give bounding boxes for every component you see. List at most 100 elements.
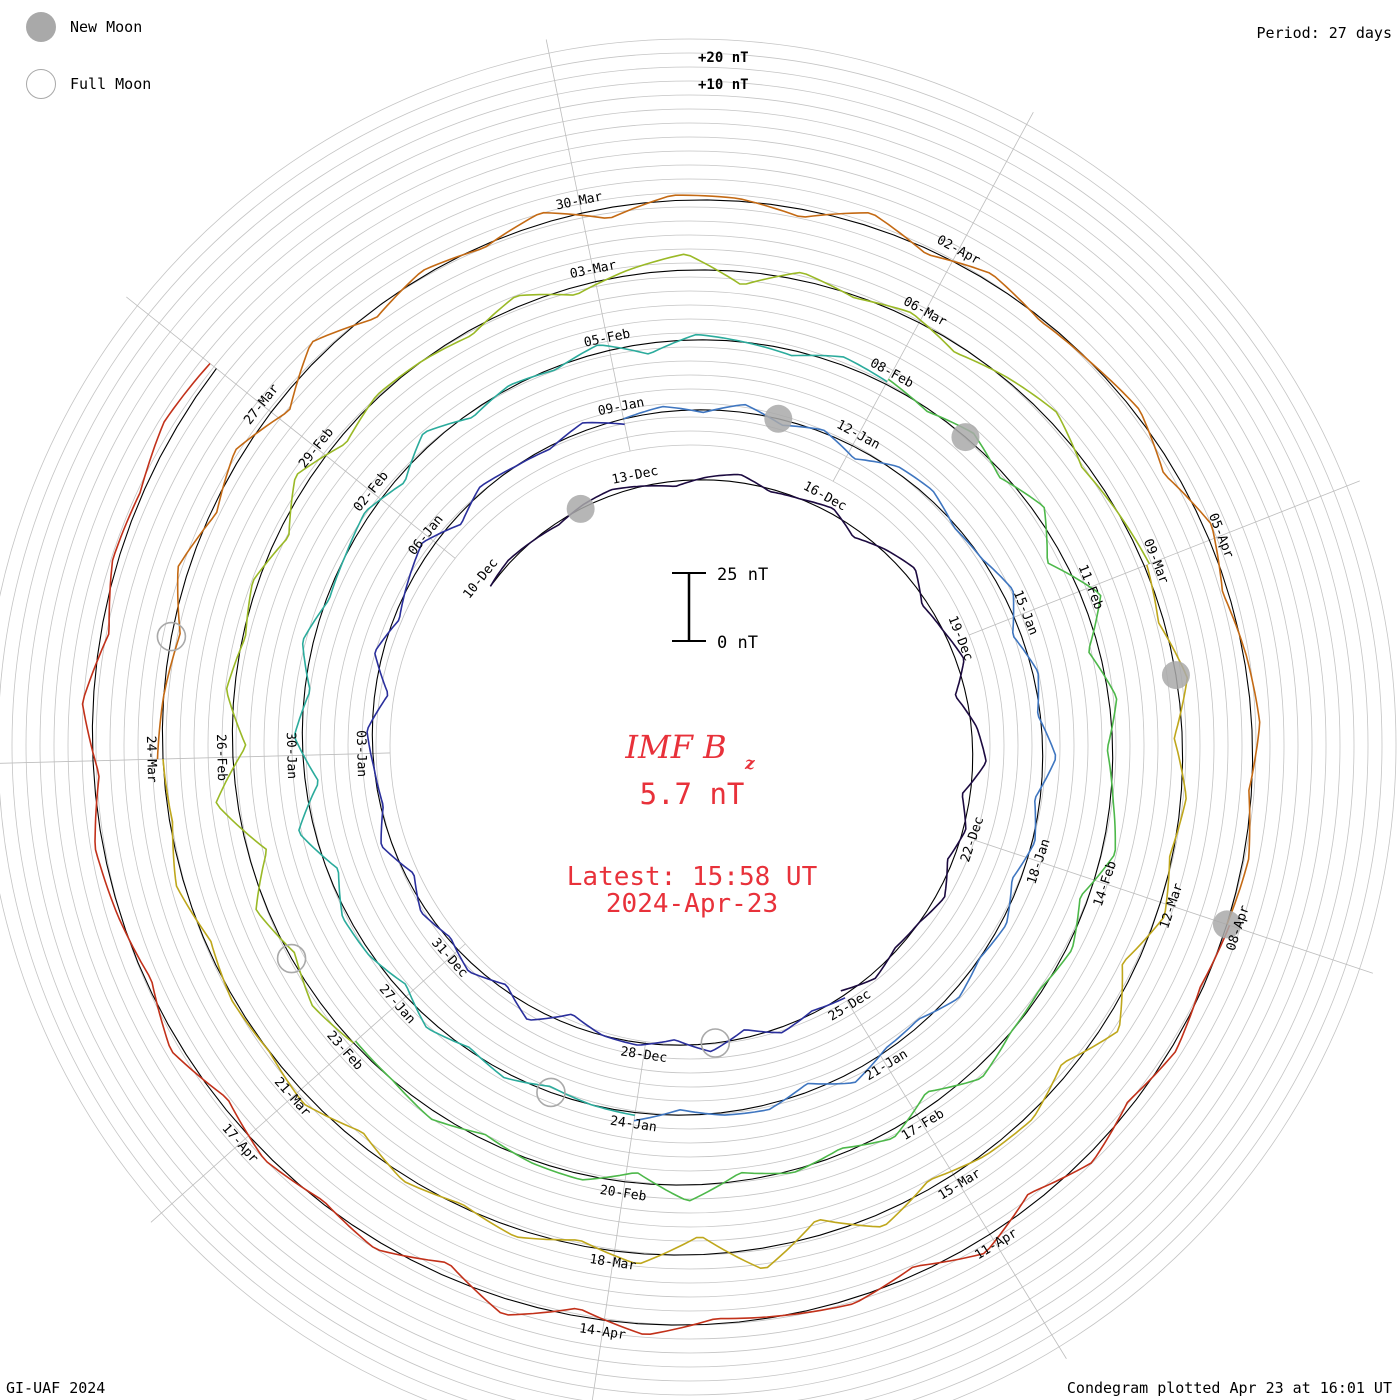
grid-ring: [25, 80, 1355, 1400]
center-readout: IMF B z 5.7 nT Latest: 15:58 UT 2024-Apr…: [567, 728, 818, 919]
date-label: 26-Feb: [213, 734, 229, 782]
grid-spoke: [832, 111, 1034, 482]
legend-full-moon: Full Moon: [26, 69, 151, 99]
current-value: 5.7 nT: [640, 777, 745, 811]
date-label: 12-Mar: [1157, 881, 1186, 930]
grid-ring: [375, 430, 1005, 1060]
grid-ring: [221, 276, 1159, 1214]
date-label: 03-Jan: [353, 730, 369, 777]
parameter-subscript: z: [744, 754, 755, 774]
date-label: 14-Apr: [578, 1321, 627, 1343]
grid-ring: [165, 220, 1215, 1270]
grid-ring: [305, 360, 1075, 1130]
grid-ring: [347, 402, 1033, 1088]
grid-ring: [11, 66, 1369, 1400]
full-moon-marker: [156, 621, 187, 652]
grid-ring: [0, 38, 1397, 1400]
grid-ring: [39, 94, 1341, 1396]
grid-ring: [263, 318, 1117, 1172]
full-moon-icon: [26, 69, 56, 99]
ring-label-plus10: +10 nT: [698, 77, 749, 93]
grid-spoke: [968, 480, 1360, 636]
date-label: 28-Dec: [619, 1044, 668, 1066]
scale-bottom-label: 0 nT: [717, 633, 758, 653]
scale-bar: 25 nT 0 nT: [672, 565, 768, 653]
grid-ring: [0, 52, 1383, 1400]
credit-label: GI-UAF 2024: [6, 1379, 106, 1397]
period-label: Period: 27 days: [1256, 24, 1392, 42]
full-moon-marker: [276, 943, 307, 974]
grid-spoke: [846, 1000, 1067, 1359]
grid-ring: [81, 136, 1299, 1354]
series-line-1: [489, 473, 987, 992]
grid-spoke: [126, 296, 456, 559]
grid-spokes: [0, 39, 1374, 1400]
date-label: 02-Feb: [351, 469, 392, 515]
date-label: 24-Mar: [143, 736, 159, 784]
date-label: 18-Jan: [1025, 837, 1054, 886]
series-line-6: [215, 253, 1151, 1044]
grid-ring: [207, 262, 1173, 1228]
latest-time: Latest: 15:58 UT: [567, 862, 818, 892]
full-moon-marker: [536, 1077, 566, 1108]
new-moon-marker: [1161, 661, 1190, 690]
date-label: 22-Dec: [958, 815, 987, 864]
date-label: 06-Jan: [406, 512, 447, 558]
series-line-7: [162, 564, 1189, 1269]
series-line-5: [354, 378, 1118, 1202]
legend-full-moon-label: Full Moon: [70, 75, 152, 93]
new-moon-marker: [1212, 910, 1241, 939]
date-label: 20-Feb: [599, 1183, 648, 1205]
grid-ring: [67, 122, 1313, 1368]
grid-ring: [291, 346, 1089, 1144]
series-line-8: [156, 194, 1261, 925]
new-moon-marker: [566, 494, 595, 523]
scale-top-label: 25 nT: [717, 565, 768, 585]
grid-rings: [0, 38, 1397, 1400]
grid-ring: [333, 388, 1047, 1102]
grid-spoke: [974, 839, 1374, 974]
grid-spoke: [150, 943, 466, 1223]
zero-baselines: [91, 199, 1254, 1326]
date-label: 18-Mar: [588, 1252, 637, 1274]
series-line-4: [294, 333, 888, 1117]
ring-label-plus20: +20 nT: [698, 50, 749, 66]
moon-markers: [156, 404, 1241, 1108]
zero-baseline: [91, 199, 1254, 1326]
series-line-3: [623, 403, 1057, 1122]
date-label: 30-Jan: [283, 732, 299, 779]
date-label: 25-Dec: [826, 987, 874, 1024]
new-moon-icon: [26, 12, 56, 42]
date-label: 05-Apr: [1205, 511, 1236, 560]
grid-ring: [123, 178, 1257, 1312]
latest-date: 2024-Apr-23: [606, 889, 778, 919]
date-label: 24-Jan: [609, 1114, 658, 1136]
date-label: 14-Feb: [1091, 859, 1120, 908]
grid-ring: [137, 192, 1243, 1298]
legend-new-moon-label: New Moon: [70, 18, 143, 36]
parameter-title: IMF B: [624, 728, 726, 766]
grid-ring: [151, 206, 1229, 1284]
series-line-9: [81, 362, 1231, 1335]
data-series: [81, 194, 1261, 1335]
grid-ring: [95, 150, 1285, 1340]
grid-spoke: [545, 39, 631, 452]
date-label: 16-Dec: [800, 479, 848, 515]
date-label: 27-Mar: [241, 381, 282, 427]
series-line-2: [366, 421, 846, 1053]
grid-ring: [235, 290, 1145, 1200]
legend-new-moon: New Moon: [26, 12, 142, 42]
new-moon-marker: [951, 423, 980, 452]
date-label: 09-Mar: [1140, 537, 1171, 586]
new-moon-marker: [764, 404, 793, 433]
full-moon-marker: [700, 1028, 731, 1058]
date-label: 11-Feb: [1075, 563, 1106, 612]
date-label: 29-Feb: [296, 425, 337, 471]
grid-spoke: [0, 752, 391, 764]
grid-ring: [277, 332, 1103, 1158]
plotted-label: Condegram plotted Apr 23 at 16:01 UT: [1066, 1379, 1392, 1397]
grid-ring: [361, 416, 1019, 1074]
grid-ring: [53, 108, 1327, 1382]
